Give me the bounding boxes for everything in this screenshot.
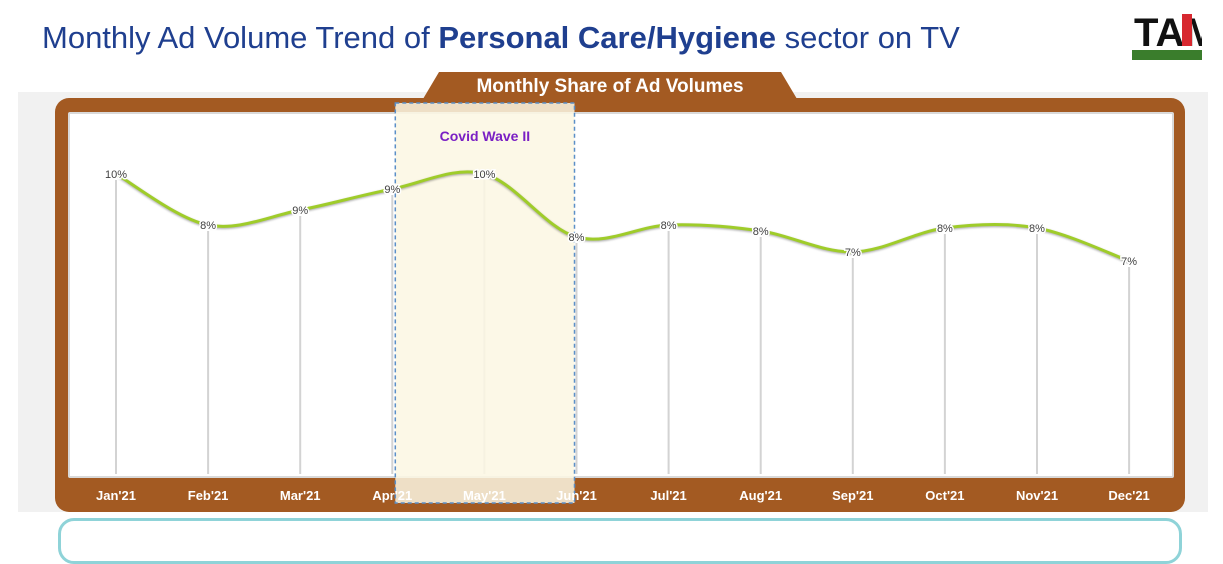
bottom-info-card (58, 518, 1182, 564)
covid-wave-highlight (394, 102, 576, 504)
logo-accent (1182, 14, 1192, 46)
x-tick-label-10: Nov'21 (1016, 488, 1058, 503)
line-chart: Covid Wave II 10% 8% 9% 9% 10% 8% 8% 8% 7% 8% 8% 7%… (96, 102, 1150, 504)
x-tick-label-6: Jul'21 (650, 488, 686, 503)
data-label-2: 9% (292, 205, 308, 217)
x-tick-label-9: Oct'21 (925, 488, 964, 503)
page-title-sector: Personal Care/Hygiene (438, 20, 777, 55)
x-tick-label-3: Apr'21 (372, 488, 412, 503)
data-label-11: 7% (1121, 256, 1137, 268)
data-label-1: 8% (200, 220, 216, 232)
data-label-4: 10% (473, 169, 495, 181)
x-tick-label-11: Dec'21 (1108, 488, 1149, 503)
data-label-5: 8% (569, 232, 585, 244)
page-title-suffix: sector on TV (776, 20, 960, 55)
x-tick-label-4: May'21 (463, 488, 506, 503)
data-label-10: 8% (1029, 223, 1045, 235)
plot-area (68, 112, 1174, 478)
x-tick-label-7: Aug'21 (739, 488, 782, 503)
page-title-prefix: Monthly Ad Volume Trend of (42, 20, 439, 55)
page-title: Monthly Ad Volume Trend of Personal Care… (42, 20, 960, 56)
chart-title-tab (420, 72, 800, 104)
x-tick-label-2: Mar'21 (280, 488, 321, 503)
series-line (114, 170, 1131, 263)
data-label-7: 8% (753, 226, 769, 238)
data-label-3: 9% (384, 184, 400, 196)
x-tick-label-1: Feb'21 (188, 488, 229, 503)
data-label-6: 8% (661, 220, 677, 232)
data-label-8: 7% (845, 247, 861, 259)
data-label-0: 10% (105, 169, 127, 181)
data-label-9: 8% (937, 223, 953, 235)
logo-strip (1132, 50, 1202, 60)
covid-wave-label: Covid Wave II (440, 128, 531, 144)
x-tick-label-8: Sep'21 (832, 488, 873, 503)
chart-title: Monthly Share of Ad Volumes (476, 76, 744, 97)
tam-logo: TAM (1132, 11, 1202, 60)
x-tick-label-5: Jun'21 (556, 488, 597, 503)
x-tick-label-0: Jan'21 (96, 488, 136, 503)
